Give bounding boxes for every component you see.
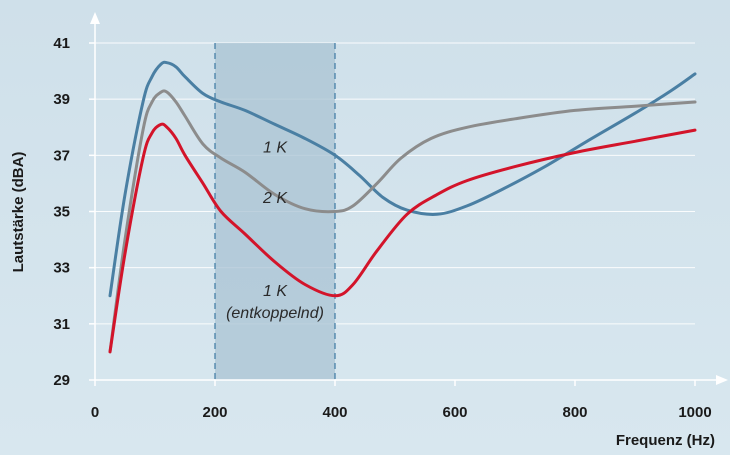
x-tick-label: 800 [562,404,587,421]
gridlines [95,42,695,381]
series-line-1 [108,60,697,298]
y-tick-label: 33 [53,260,70,277]
x-axis-title: Frequenz (Hz) [616,432,715,449]
y-tick-label: 35 [53,204,70,221]
x-tick-label: 600 [442,404,467,421]
y-axis-title: Lautstärke (dBA) [10,152,27,273]
tick-labels: 29 31 33 35 37 39 41 0 200 400 600 800 1000 [53,35,711,421]
x-tick-label: 200 [202,404,227,421]
y-tick-label: 29 [53,372,70,389]
annotations: 1 K 2 K 1 K (entkoppelnd) [226,140,324,323]
y-tick-label: 31 [53,316,70,333]
x-tick-label: 0 [91,404,99,421]
annotation-label: (entkoppelnd) [226,305,324,322]
x-axis-arrow [716,375,728,385]
annotation-label: 2 K [262,190,288,207]
annotation-label: 1 K [263,283,288,300]
axes [89,12,728,386]
x-tick-label: 400 [322,404,347,421]
series-line-3 [108,122,697,354]
series-line-2 [108,89,697,354]
annotation-label: 1 K [263,140,288,157]
y-tick-label: 39 [53,91,70,108]
y-tick-label: 41 [53,35,70,52]
x-tick-label: 1000 [678,404,711,421]
y-axis-arrow [90,12,100,24]
series-lines [108,60,697,354]
y-tick-label: 37 [53,147,70,164]
